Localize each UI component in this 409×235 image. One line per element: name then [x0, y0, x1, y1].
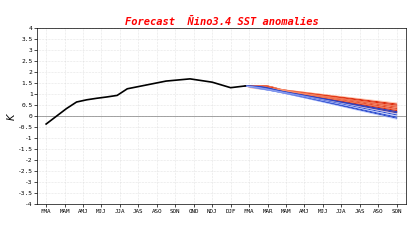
- Y-axis label: K: K: [6, 113, 16, 120]
- Title: Forecast  Ñino3.4 SST anomalies: Forecast Ñino3.4 SST anomalies: [124, 17, 317, 27]
